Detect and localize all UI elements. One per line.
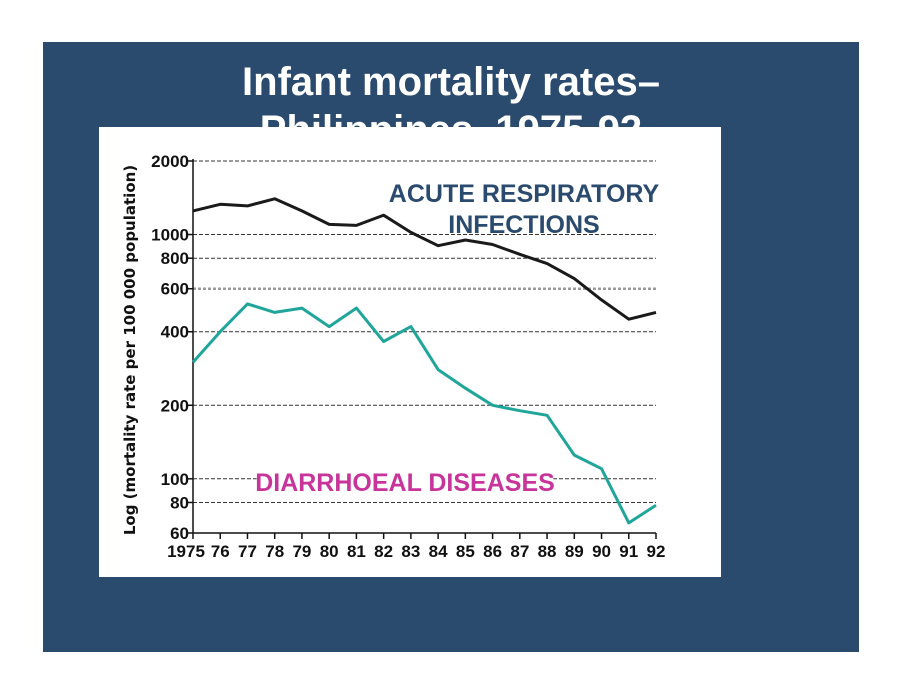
x-tick-label-91: 91 [619, 542, 638, 561]
x-tick-label-78: 78 [265, 542, 284, 561]
chart-panel: 60 80 100 200 400 600 800 1000 2000 1975 76 77 78 79… [99, 127, 721, 577]
y-tick-label-2000: 2000 [151, 152, 189, 171]
x-tick-label-85: 85 [456, 542, 475, 561]
y-axis-ticks: 60 80 100 200 400 600 800 1000 2000 [151, 152, 193, 543]
x-tick-label-89: 89 [565, 542, 584, 561]
series-labels: ACUTE RESPIRATORY INFECTIONS DIARRHOEAL DI… [255, 180, 660, 499]
x-tick-label-87: 87 [510, 542, 529, 561]
series-line-diarrhoeal-diseases [191, 302, 657, 525]
y-tick-label-100: 100 [161, 470, 189, 489]
x-tick-label-83: 83 [401, 542, 420, 561]
y-tick-label-600: 600 [161, 280, 189, 299]
y-tick-label-400: 400 [161, 323, 189, 342]
x-tick-label-92: 92 [647, 542, 666, 561]
x-tick-label-1975: 1975 [167, 542, 205, 561]
x-tick-label-81: 81 [347, 542, 366, 561]
y-tick-label-800: 800 [161, 249, 189, 268]
axes [192, 159, 656, 534]
x-tick-label-86: 86 [483, 542, 502, 561]
x-tick-label-76: 76 [211, 542, 230, 561]
x-tick-label-88: 88 [538, 542, 557, 561]
series-label-diarrhoeal-diseases: DIARRHOEAL DISEASES [255, 469, 555, 497]
series-label-bg-diarrhoeal-diseases [256, 469, 554, 499]
y-tick-label-60: 60 [170, 524, 189, 543]
series-lines [191, 197, 657, 525]
x-axis-ticks: 1975 76 77 78 79 80 81 82 83 84 85 86 87 88 89 90 91 92 [167, 533, 665, 561]
x-tick-label-77: 77 [238, 542, 257, 561]
x-tick-label-90: 90 [592, 542, 611, 561]
series-label-acute-respiratory-infections: ACUTE RESPIRATORY [389, 180, 660, 208]
y-axis-label: Log (mortality rate per 100 000 populati… [121, 165, 139, 535]
x-tick-label-80: 80 [320, 542, 339, 561]
slide-title-line-1: Infant mortality rates– [242, 60, 660, 104]
x-tick-label-84: 84 [429, 542, 448, 561]
mortality-line-chart: 60 80 100 200 400 600 800 1000 2000 1975 76 77 78 79… [121, 152, 665, 561]
x-tick-label-79: 79 [292, 542, 311, 561]
y-tick-label-1000: 1000 [151, 226, 189, 245]
grid-lines [193, 160, 656, 503]
series-line-acute-respiratory-infections [192, 197, 657, 321]
series-label-acute-respiratory-infections: INFECTIONS [448, 211, 599, 239]
x-tick-label-82: 82 [374, 542, 393, 561]
y-tick-label-80: 80 [170, 493, 189, 512]
y-tick-label-200: 200 [161, 396, 189, 415]
